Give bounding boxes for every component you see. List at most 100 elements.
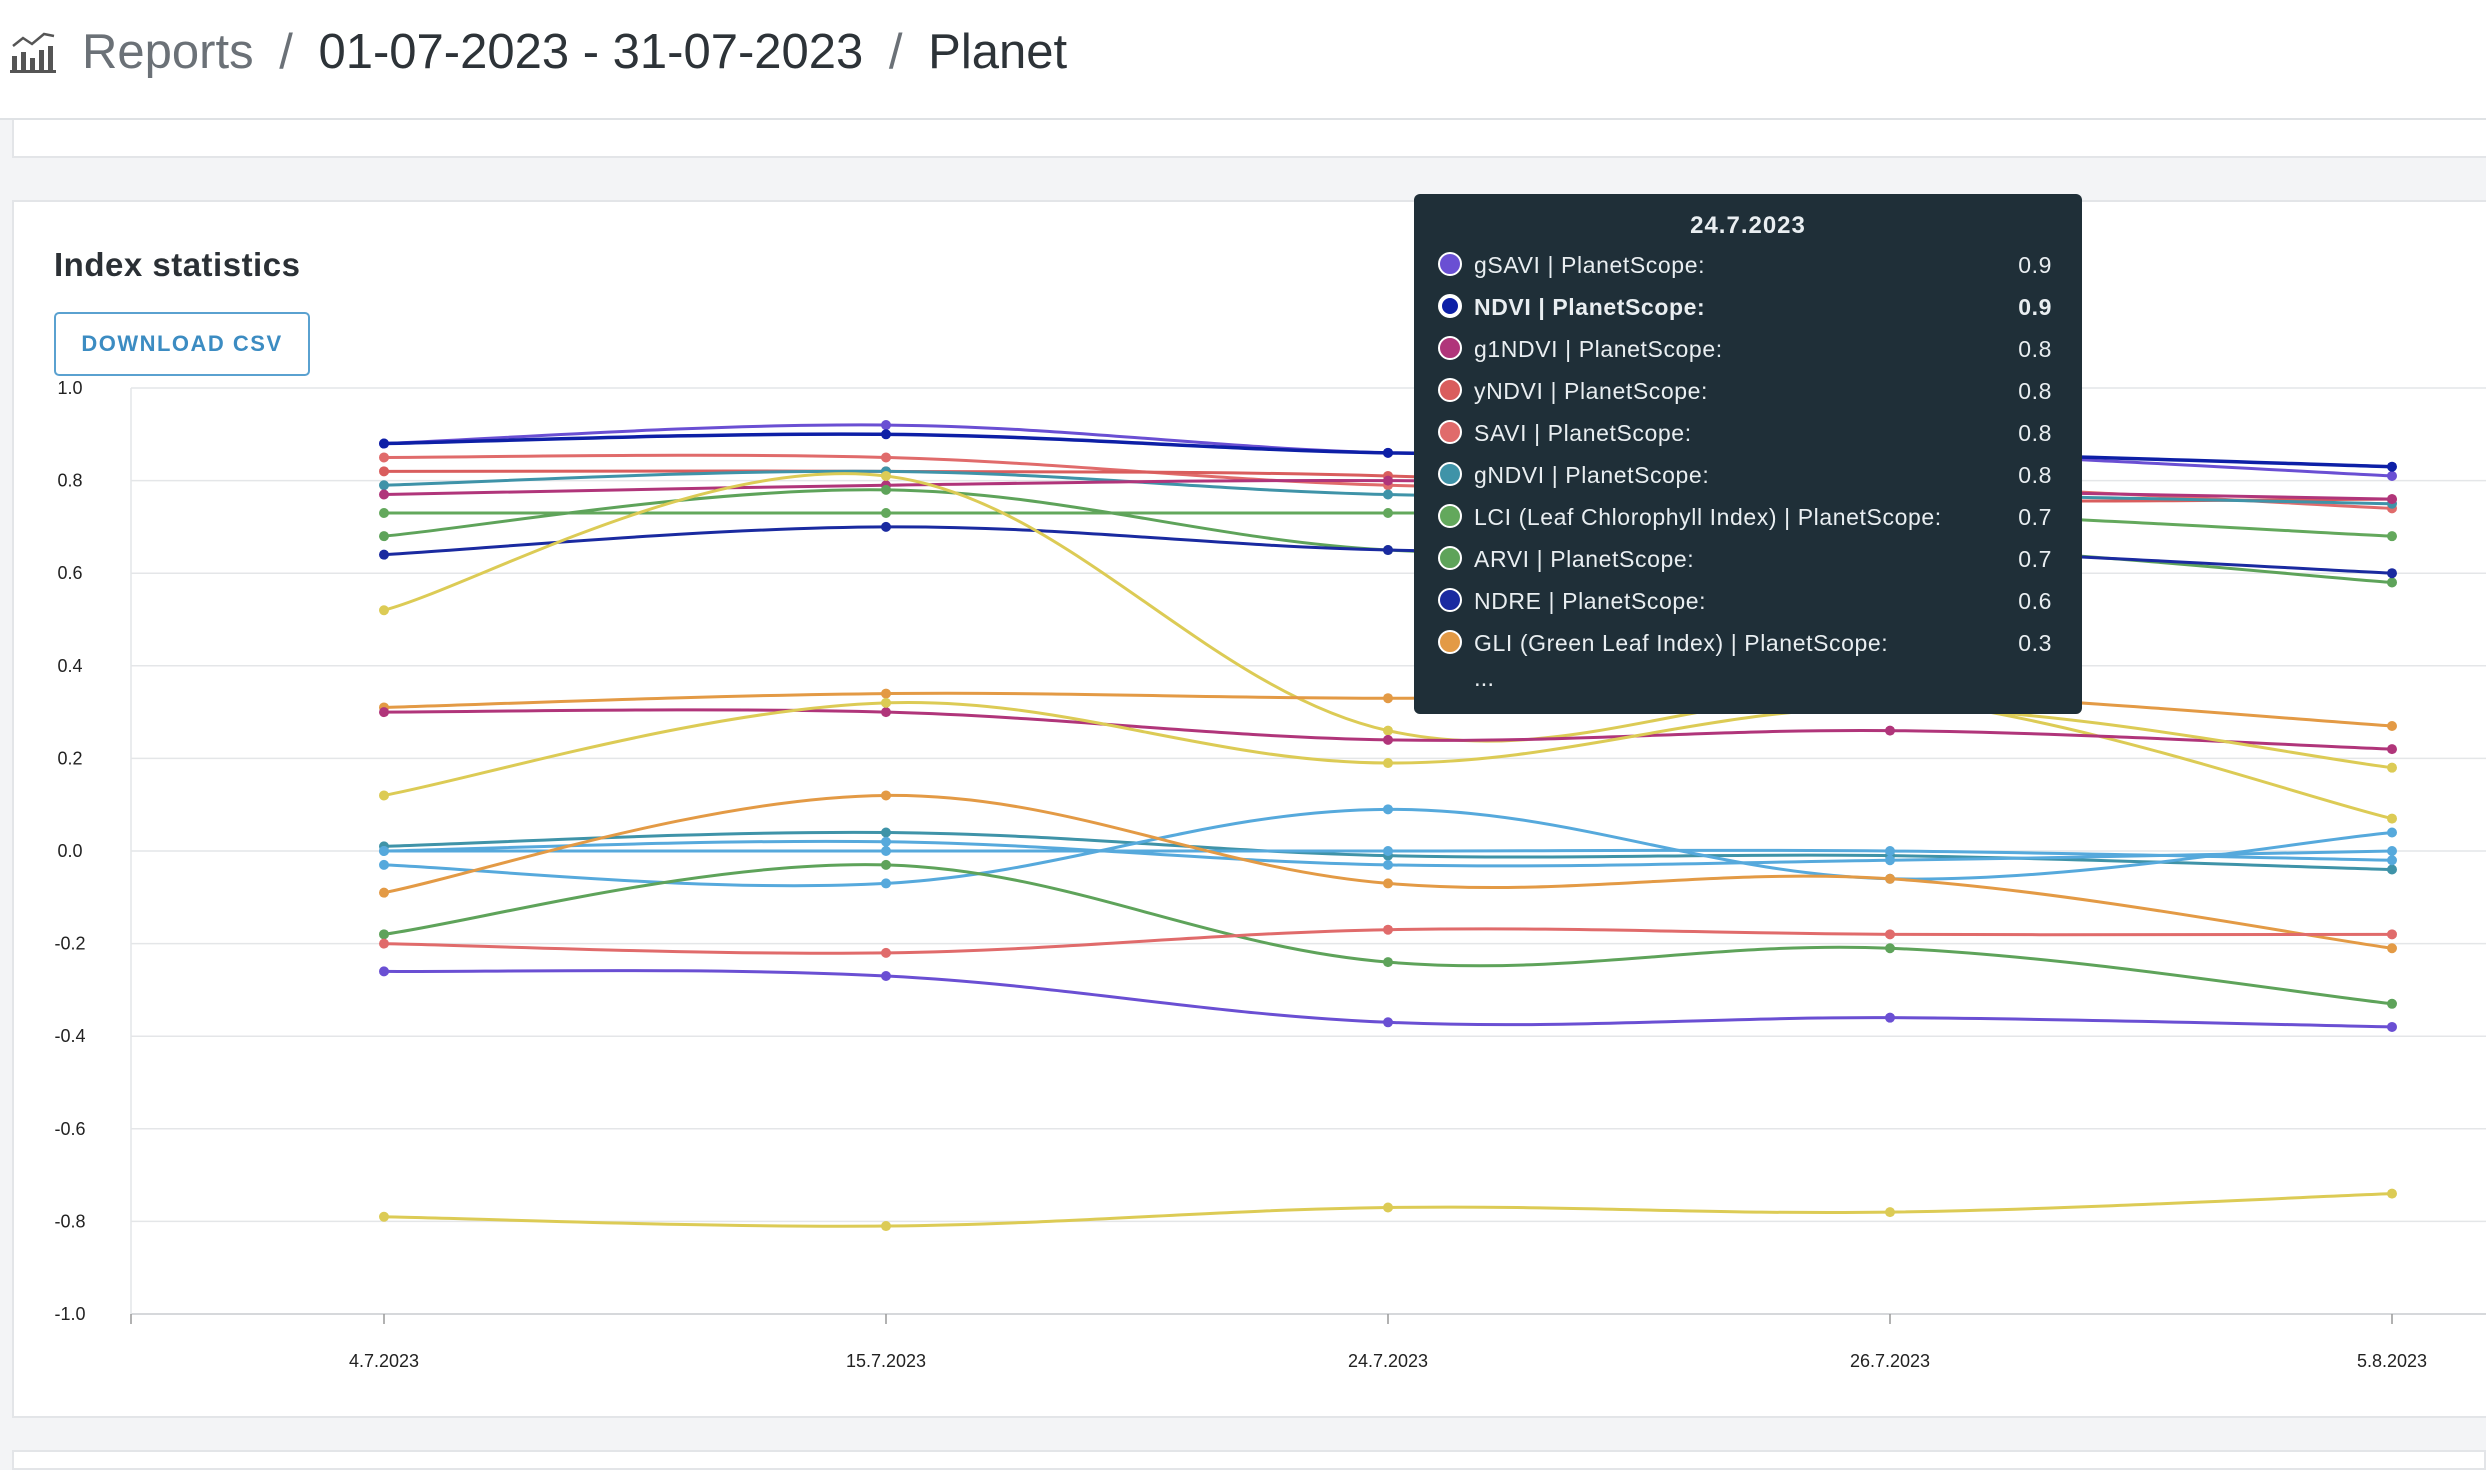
y-tick-label: 0.0 [57,841,82,861]
data-point [881,859,891,870]
data-point [379,707,389,718]
data-point [379,790,389,801]
tooltip-series-value: 0.9 [2018,252,2052,278]
y-tick-label: -0.6 [54,1119,85,1139]
data-point [2387,744,2397,755]
data-point [1383,545,1393,556]
data-point [2387,864,2397,875]
data-point [1383,1202,1393,1213]
data-point [2387,720,2397,731]
y-tick-label: 0.4 [57,656,82,676]
data-point [2387,998,2397,1009]
series-line [383,488,2393,584]
data-point [881,484,891,495]
tooltip-row: GLI (Green Leaf Index) | PlanetScope: 0.3 [1428,622,2068,664]
tooltip-series-value: 0.3 [2018,630,2052,656]
data-point [379,929,389,940]
data-point [881,836,891,847]
data-point [881,707,891,718]
data-point [1885,873,1895,884]
data-point [379,966,389,977]
bar-chart-icon [10,32,56,73]
y-tick-label: -1.0 [54,1304,85,1324]
data-point [1885,725,1895,736]
tooltip-row: ARVI | PlanetScope: 0.7 [1428,538,2068,580]
card-title: Index statistics [54,246,301,283]
data-point [881,1221,891,1232]
data-point [379,938,389,949]
tooltip-more: ... [1474,665,1495,692]
series-color-dot-icon [1438,630,1462,654]
tooltip-row: g1NDVI | PlanetScope: 0.8 [1428,328,2068,370]
series-color-dot-icon [1438,378,1462,402]
data-point [2387,846,2397,856]
data-point [2387,943,2397,954]
tooltip-series-value: 0.7 [2018,546,2052,572]
data-point [379,531,389,542]
download-csv-button[interactable]: DOWNLOAD CSV [54,312,310,376]
data-point [1383,693,1393,704]
tooltip-series-label: ARVI | PlanetScope: [1474,546,1695,572]
data-point [1383,846,1393,856]
data-point [2387,929,2397,940]
data-point [1885,855,1895,866]
data-point [1383,489,1393,500]
data-point [379,480,389,491]
tooltip-series-label: yNDVI | PlanetScope: [1474,378,1709,404]
data-point [2387,1021,2397,1032]
data-point [1383,475,1393,486]
data-point [1885,929,1895,940]
tooltip-row: gSAVI | PlanetScope: 0.9 [1428,244,2068,286]
data-point [379,452,389,463]
data-point [1383,957,1393,968]
series-color-dot-icon [1438,294,1462,318]
data-point [1885,1012,1895,1023]
data-point [1885,943,1895,954]
breadcrumb: Reports / 01-07-2023 - 31-07-2023 / Plan… [82,20,1067,84]
tooltip-row: LCI (Leaf Chlorophyll Index) | PlanetSco… [1428,496,2068,538]
series-color-dot-icon [1438,504,1462,528]
x-tick-label: 24.7.2023 [1348,1351,1428,1371]
tooltip-row: SAVI | PlanetScope: 0.8 [1428,412,2068,454]
data-point [1885,1207,1895,1218]
tooltip-row: gNDVI | PlanetScope: 0.8 [1428,454,2068,496]
tooltip-series-label: g1NDVI | PlanetScope: [1474,336,1723,362]
data-point [881,470,891,481]
data-point [2387,568,2397,579]
y-tick-label: -0.4 [54,1026,85,1046]
data-point [1885,846,1895,856]
series-color-dot-icon [1438,252,1462,276]
data-point [1383,924,1393,935]
data-point [881,827,891,838]
x-tick-label: 15.7.2023 [846,1351,926,1371]
breadcrumb-separator: / [888,25,903,79]
data-point [1383,725,1393,736]
tooltip-series-value: 0.9 [2018,294,2052,320]
tooltip-series-label: GLI (Green Leaf Index) | PlanetScope: [1474,630,1889,656]
data-point [1383,758,1393,769]
y-tick-label: 1.0 [57,378,82,398]
tooltip-series-label: NDRE | PlanetScope: [1474,588,1707,614]
breadcrumb-date-range: 01-07-2023 - 31-07-2023 [318,25,864,79]
data-point [1383,804,1393,815]
x-tick-label: 4.7.2023 [349,1351,419,1371]
data-point [881,697,891,708]
tooltip-series-value: 0.7 [2018,504,2052,530]
data-point [379,549,389,560]
data-point [379,489,389,500]
tooltip-series-value: 0.8 [2018,378,2052,404]
y-tick-label: -0.2 [54,934,85,954]
chart-tooltip: 24.7.2023 gSAVI | PlanetScope: 0.9 NDVI | … [1414,194,2082,714]
data-point [881,947,891,958]
data-point [2387,855,2397,866]
data-point [379,1211,389,1222]
breadcrumb-reports[interactable]: Reports [82,25,254,79]
data-point [379,466,389,477]
tooltip-row: NDVI | PlanetScope: 0.9 [1428,286,2068,328]
breadcrumb-source: Planet [928,25,1068,79]
data-point [2387,577,2397,588]
data-point [1383,447,1393,458]
data-point [881,846,891,856]
top-bar: Reports / 01-07-2023 - 31-07-2023 / Plan… [0,0,2486,120]
data-point [881,452,891,463]
